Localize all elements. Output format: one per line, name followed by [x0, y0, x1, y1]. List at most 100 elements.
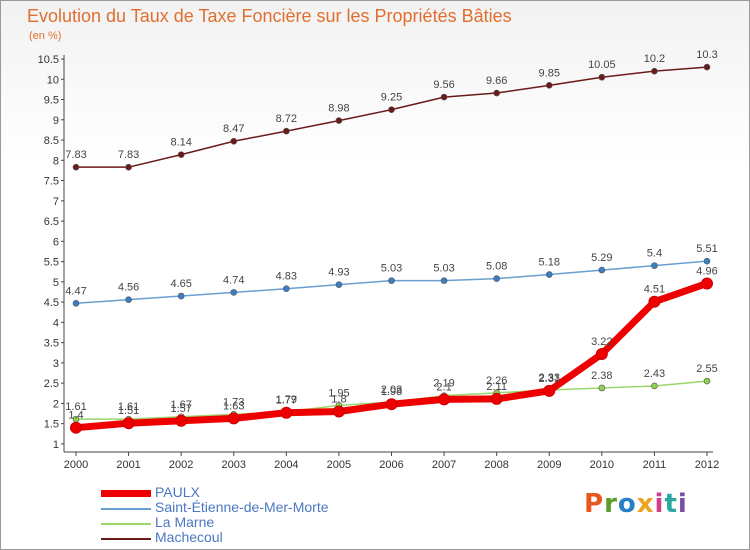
- logo-letter: x: [636, 489, 655, 519]
- data-label: 1.73: [223, 396, 244, 408]
- data-label: 1.77: [276, 395, 297, 407]
- y-tick-label: 1.5: [44, 419, 59, 431]
- x-tick-label: 2000: [64, 459, 88, 471]
- data-label: 10.2: [644, 53, 665, 65]
- data-label: 1.79: [276, 394, 297, 406]
- y-tick-label: 6.5: [44, 216, 59, 228]
- data-label: 1.4: [68, 410, 83, 422]
- legend-label: Machecoul: [155, 529, 223, 545]
- data-label: 1.61: [65, 401, 86, 413]
- data-label: 3.22: [591, 336, 612, 348]
- data-label: 4.74: [223, 274, 244, 286]
- data-label: 1.8: [331, 393, 346, 405]
- y-tick-label: 8.5: [44, 135, 59, 147]
- data-point: [283, 285, 290, 293]
- x-tick-label: 2009: [537, 459, 561, 471]
- x-tick-label: 2002: [169, 459, 193, 471]
- data-point: [651, 262, 658, 269]
- data-point: [280, 406, 293, 419]
- data-label: 2.26: [486, 375, 507, 387]
- legend-label: Saint-Étienne-de-Mer-Morte: [155, 499, 329, 515]
- legend-label: La Marne: [155, 514, 215, 530]
- data-point: [283, 127, 290, 135]
- x-tick-label: 2012: [695, 459, 719, 471]
- data-label: 7.83: [118, 149, 139, 161]
- y-tick-label: 5.5: [44, 257, 59, 269]
- data-label: 8.98: [328, 103, 349, 115]
- data-point: [703, 257, 711, 265]
- y-tick-label: 2: [53, 398, 59, 410]
- y-tick-label: 2.5: [44, 378, 59, 390]
- data-label: 2.03: [381, 384, 402, 396]
- data-point: [227, 412, 240, 425]
- data-label: 1.61: [118, 401, 139, 413]
- data-label: 9.85: [539, 67, 560, 79]
- data-point: [648, 295, 661, 308]
- data-label: 1.67: [170, 399, 191, 411]
- series-line-machecoul: [75, 66, 708, 168]
- data-point: [335, 281, 343, 288]
- data-label: 4.51: [644, 284, 665, 296]
- data-label: 2.11: [486, 381, 507, 393]
- data-point: [440, 93, 448, 101]
- data-label: 10.05: [588, 59, 616, 71]
- y-tick-label: 3.5: [44, 338, 59, 350]
- data-point: [493, 275, 500, 282]
- data-point: [545, 271, 553, 278]
- data-point: [493, 89, 500, 97]
- data-label: 2.33: [539, 372, 560, 384]
- data-label: 5.29: [591, 252, 612, 264]
- logo-letter: i: [654, 489, 665, 519]
- data-label: 8.14: [170, 137, 191, 149]
- y-tick-label: 9: [53, 115, 59, 127]
- data-label: 2.1: [436, 381, 451, 393]
- logo-letter: t: [664, 489, 678, 519]
- data-label: 5.03: [433, 263, 454, 275]
- data-label: 2.38: [591, 370, 612, 382]
- legend-item: La Marne: [101, 514, 421, 530]
- data-point: [595, 347, 608, 360]
- data-label: 5.18: [539, 257, 560, 269]
- data-label: 10.3: [696, 49, 717, 61]
- data-point: [545, 82, 553, 89]
- data-label: 5.03: [381, 263, 402, 275]
- data-label: 7.83: [65, 149, 86, 161]
- data-point: [703, 377, 711, 385]
- data-label: 5.51: [696, 243, 717, 255]
- y-tick-label: 7: [53, 196, 59, 208]
- x-tick-label: 2010: [590, 459, 614, 471]
- y-tick-label: 9.5: [44, 95, 59, 107]
- data-label: 8.47: [223, 123, 244, 135]
- data-point: [651, 67, 658, 75]
- legend-swatch: [101, 490, 151, 497]
- data-point: [122, 417, 135, 430]
- legend-item: Saint-Étienne-de-Mer-Morte: [101, 499, 421, 515]
- legend-swatch: [101, 508, 151, 510]
- data-point: [385, 398, 398, 411]
- y-tick-label: 8: [53, 155, 59, 167]
- data-point: [651, 382, 658, 390]
- data-label: 2.19: [433, 378, 454, 390]
- data-point: [598, 266, 606, 274]
- x-tick-label: 2005: [327, 459, 351, 471]
- logo-letter: o: [617, 489, 637, 519]
- data-point: [388, 106, 395, 113]
- data-label: 1.98: [381, 386, 402, 398]
- data-label: 8.72: [276, 113, 297, 125]
- data-label: 4.56: [118, 282, 139, 294]
- y-tick-label: 3: [53, 358, 59, 370]
- x-tick-label: 2008: [484, 459, 508, 471]
- data-point: [72, 300, 80, 307]
- data-point: [703, 63, 711, 71]
- data-point: [388, 277, 395, 284]
- data-point: [177, 151, 185, 158]
- y-tick-label: 5: [53, 277, 59, 289]
- y-tick-label: 4.5: [44, 297, 59, 309]
- data-label: 4.65: [170, 278, 191, 290]
- data-point: [598, 73, 606, 81]
- data-label: 4.93: [328, 267, 349, 279]
- x-tick-label: 2001: [116, 459, 140, 471]
- logo-letter: P: [584, 489, 605, 519]
